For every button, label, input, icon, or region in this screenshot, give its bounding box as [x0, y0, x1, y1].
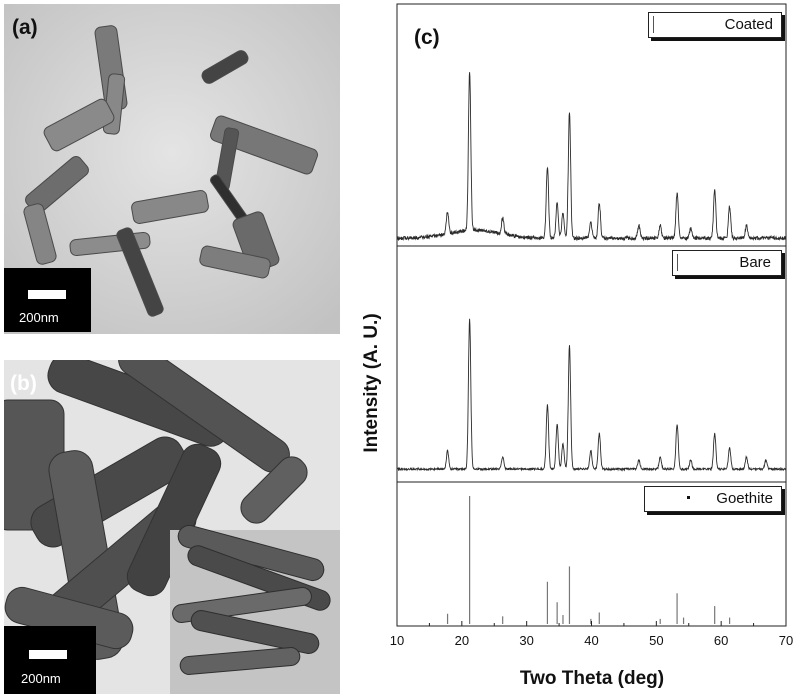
x-tick-label: 60: [713, 633, 729, 648]
legend-label-bare: Bare: [739, 254, 771, 271]
tem-inset-b: [170, 524, 340, 694]
legend-line-coated: [653, 16, 654, 33]
scale-label-a: 200nm: [19, 310, 59, 325]
panel-label-a: (a): [12, 16, 38, 39]
tem-image-a: 200nm (a): [4, 4, 340, 334]
x-tick-label: 40: [584, 633, 599, 648]
y-axis-title: Intensity (A. U.): [361, 313, 382, 453]
series-line-bare: [396, 318, 787, 472]
scale-box-a: 200nm: [4, 268, 91, 332]
legend-goethite: Goethite: [644, 486, 782, 512]
legend-bare: Bare: [672, 250, 782, 276]
scale-bar-b: [29, 650, 67, 659]
x-tick-label: 20: [454, 633, 470, 648]
tem-rods-b: [4, 360, 340, 694]
tem-image-b: 200nm (b): [4, 360, 340, 694]
legend-marker-goethite: [687, 496, 690, 499]
scale-box-b: 200nm: [4, 626, 96, 694]
plot-frame: [396, 3, 787, 627]
legend-line-bare: [677, 254, 678, 271]
legend-label-coated: Coated: [724, 16, 773, 33]
x-tick-label: 50: [649, 633, 664, 648]
x-tick-label: 10: [389, 633, 405, 648]
x-tick-label: 70: [778, 633, 794, 648]
scale-label-b: 200nm: [21, 671, 61, 686]
legend-coated: Coated: [648, 12, 782, 38]
series-line-coated: [396, 72, 787, 242]
legend-label-goethite: Goethite: [716, 490, 773, 507]
x-tick-label: 30: [519, 633, 534, 648]
x-axis-title: Two Theta (deg): [519, 668, 665, 689]
panel-label-b: (b): [10, 372, 37, 395]
panel-label-c: (c): [414, 26, 440, 49]
scale-bar-a: [28, 290, 66, 299]
